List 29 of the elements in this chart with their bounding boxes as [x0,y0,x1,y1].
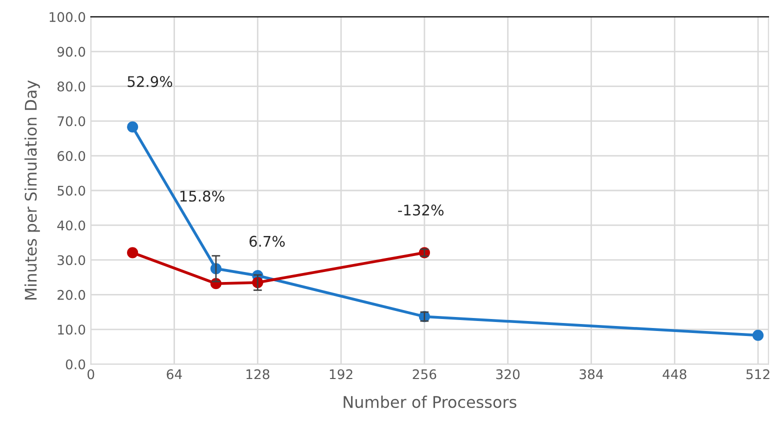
x-tick-label: 0 [88,369,94,380]
y-tick-label: 40.0 [57,220,86,230]
x-tick-label: 448 [662,369,686,380]
point [127,247,138,258]
y-tick-label: 0.0 [66,359,86,370]
point [127,121,138,132]
y-tick-label: 20.0 [58,290,86,300]
x-tick-label: 192 [330,369,352,380]
x-tick-label: 256 [412,369,436,380]
y-tick-label: 80.0 [58,82,86,92]
y-tick-label: 60.0 [58,150,86,161]
x-tick-label: 384 [580,369,604,380]
annotation: 6.7% [250,236,285,247]
y-tick-label: 30.0 [58,255,86,266]
y-tick-label: 90.0 [57,46,86,57]
annotation: -132% [398,204,444,216]
y-tick-label: 70.0 [58,116,86,126]
y-axis-title: Minutes per Simulation Day [24,80,40,300]
x-tick-label: 64 [166,369,182,380]
y-tick-label: 100.0 [50,12,86,22]
x-tick-label: 128 [246,369,270,380]
x-axis-title: Number of Processors [344,396,516,408]
x-tick-label: 512 [746,369,770,380]
annotation: 52.9% [128,76,172,88]
y-tick-label: 50.0 [58,186,86,196]
point [752,330,764,341]
y-tick-label: 10.0 [58,324,86,335]
x-tick-label: 320 [496,369,520,380]
annotation: 15.8% [180,190,224,202]
